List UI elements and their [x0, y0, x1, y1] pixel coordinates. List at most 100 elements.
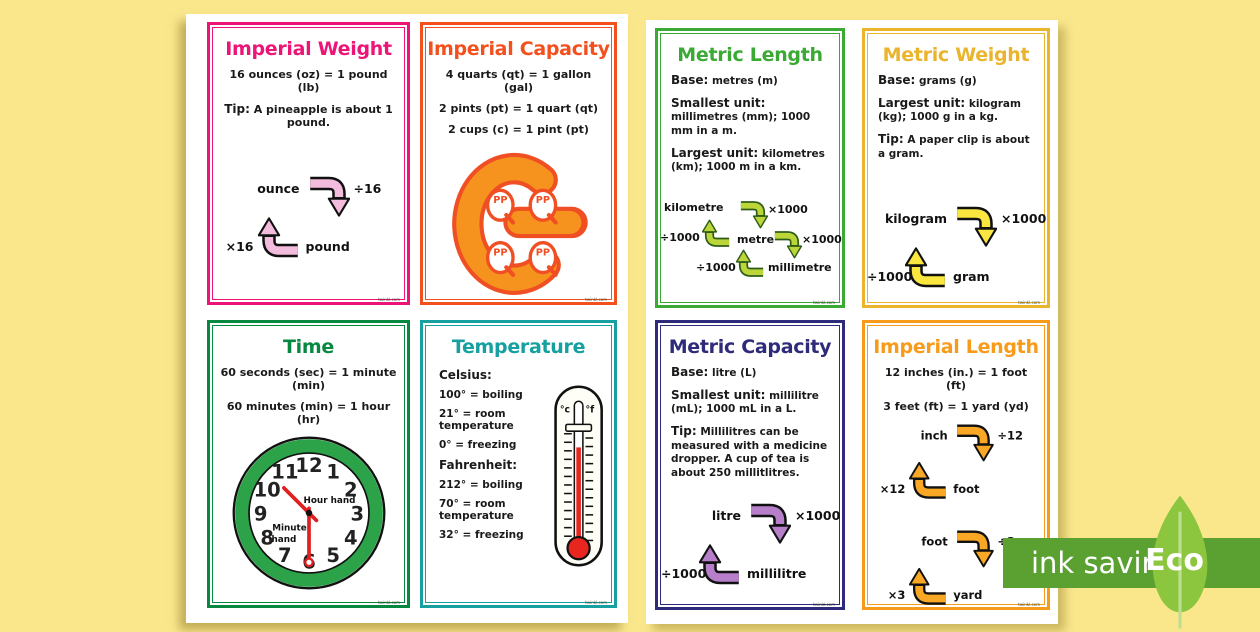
watermark: twinkl.com: [585, 297, 607, 302]
svg-text:7: 7: [278, 544, 292, 567]
unit-label: millimetre: [768, 260, 832, 274]
svg-text:°f: °f: [585, 404, 595, 415]
unit-label: kilometre: [664, 200, 724, 214]
ink-saving-banner: ink saving: [1003, 538, 1260, 588]
card-time: Time 60 seconds (sec) = 1 minute (min) 6…: [207, 320, 410, 608]
card-metric-length: Metric Length Base: metres (m) Smallest …: [655, 28, 845, 308]
tip-line: Tip: A pineapple is about 1 pound.: [218, 102, 399, 129]
fahrenheit-heading: Fahrenheit:: [439, 458, 518, 472]
conversion-fact: 3 feet (ft) = 1 yard (yd): [883, 400, 1029, 413]
svg-text:8: 8: [260, 527, 274, 550]
minute-hand-label: Minute: [272, 524, 307, 534]
card-metric-weight: Metric Weight Base: grams (g) Largest un…: [862, 28, 1050, 308]
svg-text:5: 5: [326, 544, 340, 567]
conversion-loop: litre ×1000 ÷1000 millilitre: [661, 502, 841, 590]
card-metric-capacity: Metric Capacity Base: litre (L) Smallest…: [655, 320, 845, 610]
conversion-fact: 60 seconds (sec) = 1 minute (min): [220, 366, 397, 392]
conversion-fact: 60 minutes (min) = 1 hour (hr): [226, 400, 391, 426]
watermark: twinkl.com: [585, 600, 607, 605]
conversion-loop: ounce ÷16 ×16 pound: [220, 175, 398, 263]
card-title: Imperial Weight: [225, 38, 392, 60]
card-imperial-capacity: Imperial Capacity 4 quarts (qt) = 1 gall…: [420, 22, 617, 305]
fact-line: Largest unit: kilometres (km); 1000 m in…: [671, 145, 825, 174]
curved-arrow-up-icon: [699, 542, 743, 586]
card-title: Time: [283, 336, 334, 358]
watermark: twinkl.com: [813, 300, 835, 305]
thermometer-icon: °c °f: [554, 385, 603, 567]
card-title: Temperature: [451, 336, 586, 358]
gallon-diagram: PP PP PP PP: [423, 144, 614, 306]
temp-fact: 212° = boiling: [439, 479, 523, 491]
curved-arrow-up-icon: [905, 245, 949, 289]
unit-label: kilogram: [884, 211, 947, 227]
curved-arrow-down-icon: [738, 199, 768, 231]
curved-arrow-down-icon: [747, 502, 791, 546]
leaf-icon: [1152, 495, 1208, 629]
poster-page-left: Imperial Weight 16 ounces (oz) = 1 pound…: [186, 14, 628, 623]
svg-text:PP: PP: [535, 247, 549, 258]
unit-label: foot: [953, 481, 980, 496]
svg-text:PP: PP: [493, 195, 507, 206]
curved-arrow-down-icon: [772, 229, 802, 261]
svg-text:°c: °c: [560, 404, 570, 415]
metric-facts: Base: litre (L) Smallest unit: millilitr…: [671, 365, 829, 480]
big-g-icon: PP PP PP PP: [451, 152, 588, 295]
metric-facts: Base: metres (m) Smallest unit: millimet…: [671, 73, 829, 175]
unit-label: foot: [921, 534, 948, 549]
curved-arrow-up-icon: [257, 215, 302, 259]
svg-text:10: 10: [253, 478, 280, 501]
operation-label: ×3: [887, 587, 906, 602]
svg-text:PP: PP: [535, 195, 549, 206]
curved-arrow-down-icon: [953, 529, 994, 569]
operation-label: ÷1000: [661, 566, 707, 582]
fact-line: Largest unit: kilogram (kg); 1000 g in a…: [878, 95, 1021, 124]
watermark: twinkl.com: [378, 297, 400, 302]
card-title: Metric Weight: [882, 44, 1030, 66]
unit-label: gram: [953, 269, 990, 285]
eco-label: Eco: [1145, 543, 1204, 578]
fact-line: Tip: Millilitres can be measured with a …: [671, 423, 828, 479]
clock-icon: 12 1 2 3 4 5 6 7 8 9 10 11 Hour hand Min…: [232, 436, 385, 590]
operation-label: ×1000: [768, 202, 808, 216]
clock-diagram: 12 1 2 3 4 5 6 7 8 9 10 11 Hour hand Min…: [210, 434, 407, 596]
curved-arrow-down-icon: [953, 205, 997, 249]
unit-label: millilitre: [747, 566, 807, 582]
operation-label: ×1000: [795, 508, 841, 524]
conversion-fact: 2 pints (pt) = 1 quart (qt): [439, 102, 598, 115]
unit-label: metre: [737, 232, 775, 246]
svg-text:3: 3: [350, 502, 364, 525]
conversion-fact: 4 quarts (qt) = 1 gallon (gal): [445, 68, 592, 94]
svg-text:1: 1: [326, 461, 340, 484]
conversion-fact: 2 cups (c) = 1 pint (pt): [448, 123, 589, 136]
conversion-loop: kilogram ×1000 ÷1000 gram: [867, 205, 1046, 293]
fact-line: Base: metres (m): [671, 73, 778, 87]
watermark: twinkl.com: [813, 602, 835, 607]
quart-icons: PP PP PP PP: [485, 188, 558, 277]
temp-fact: 70° = room temperature: [439, 498, 514, 522]
temp-fact: 32° = freezing: [439, 529, 524, 541]
conversion-chain: kilometre ×1000 ÷1000 metre ×1000 ÷1000 …: [660, 199, 842, 291]
svg-text:11: 11: [271, 461, 298, 484]
card-imperial-weight: Imperial Weight 16 ounces (oz) = 1 pound…: [207, 22, 410, 305]
svg-text:hand: hand: [271, 535, 296, 545]
eco-badge: ink saving Eco: [1003, 492, 1260, 632]
operation-label: ÷1000: [696, 260, 736, 274]
unit-label: ounce: [257, 181, 300, 196]
temperature-facts: Celsius: 100° = boiling 21° = room tempe…: [439, 364, 547, 582]
operation-label: ÷1000: [867, 269, 913, 285]
operation-label: ÷1000: [660, 230, 700, 244]
operation-label: ×16: [225, 239, 254, 254]
card-title: Imperial Capacity: [427, 38, 610, 60]
curved-arrow-up-icon: [909, 566, 949, 606]
svg-text:12: 12: [295, 454, 322, 477]
watermark: twinkl.com: [1018, 602, 1040, 607]
curved-arrow-up-icon: [736, 247, 766, 279]
unit-label: litre: [711, 508, 741, 524]
fact-line: Smallest unit: millilitre (mL); 1000 mL …: [671, 387, 819, 416]
clock-hands: [281, 486, 318, 568]
curved-arrow-up-icon: [909, 460, 949, 500]
poster-page-right: Metric Length Base: metres (m) Smallest …: [646, 20, 1058, 624]
curved-arrow-up-icon: [702, 217, 732, 249]
fact-line: Smallest unit: millimetres (mm); 1000 mm…: [671, 95, 811, 137]
watermark: twinkl.com: [1018, 300, 1040, 305]
